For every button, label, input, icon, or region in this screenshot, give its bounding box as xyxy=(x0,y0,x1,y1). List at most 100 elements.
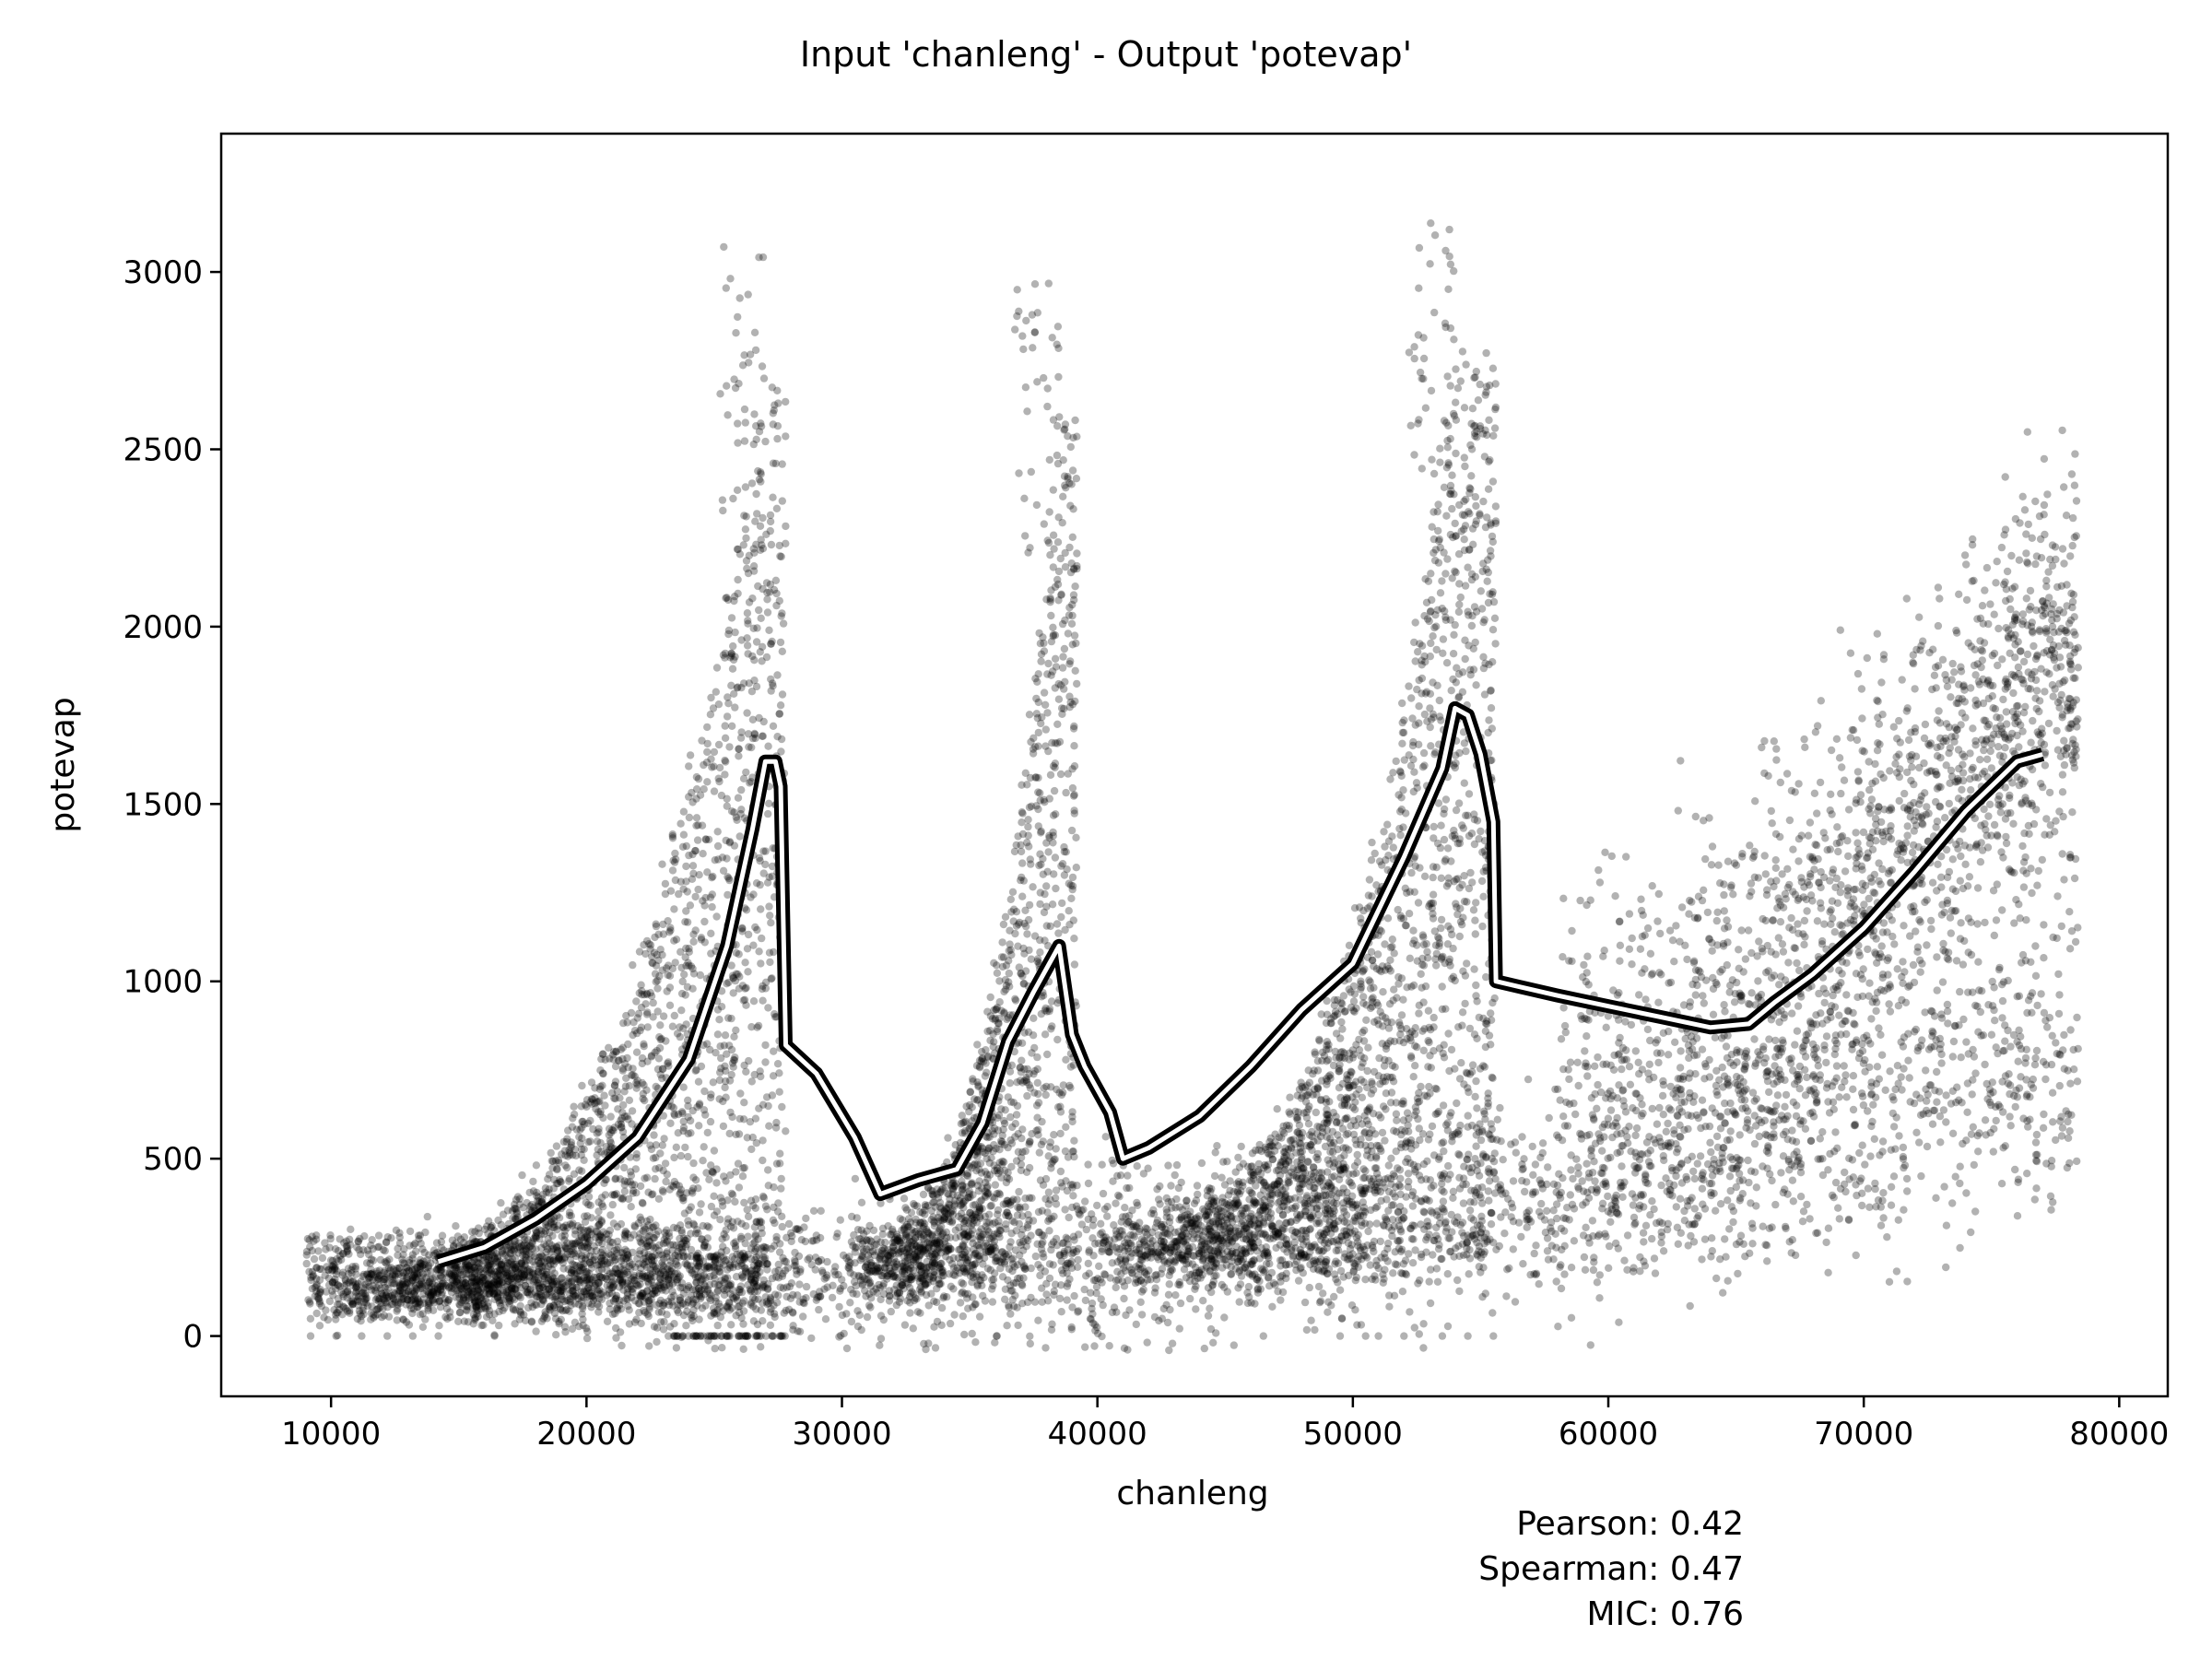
data-point xyxy=(1036,888,1045,897)
data-point xyxy=(1399,1097,1407,1105)
data-point xyxy=(782,397,790,406)
data-point xyxy=(1030,1088,1039,1097)
data-point xyxy=(747,777,755,786)
data-point xyxy=(462,1265,470,1273)
data-point xyxy=(712,1049,720,1057)
data-point xyxy=(749,567,759,575)
data-point xyxy=(751,1195,760,1204)
data-point xyxy=(773,671,782,679)
data-point xyxy=(584,1200,593,1209)
data-point xyxy=(724,629,733,639)
data-point xyxy=(1018,892,1027,900)
data-point xyxy=(994,1206,1003,1215)
data-point xyxy=(320,1313,328,1322)
data-point xyxy=(717,791,726,800)
data-point xyxy=(537,1197,546,1206)
data-point xyxy=(689,1173,698,1182)
data-point xyxy=(734,575,742,584)
data-point xyxy=(617,1116,625,1124)
data-point xyxy=(759,513,767,523)
data-point xyxy=(732,948,740,958)
data-point xyxy=(312,1309,321,1318)
data-point xyxy=(627,1168,635,1176)
data-point xyxy=(642,936,652,946)
data-point xyxy=(497,1276,505,1285)
data-point xyxy=(1045,455,1054,465)
data-point xyxy=(1491,640,1500,648)
data-point xyxy=(778,1102,786,1112)
data-point xyxy=(703,1128,712,1137)
data-point xyxy=(1058,619,1067,629)
data-point xyxy=(495,1282,503,1291)
data-point xyxy=(649,1154,658,1162)
data-point xyxy=(714,774,723,782)
data-point xyxy=(1015,963,1024,971)
data-point xyxy=(1430,556,1440,565)
data-point xyxy=(1410,1111,1419,1120)
data-point xyxy=(1053,1035,1062,1044)
data-point xyxy=(729,973,737,982)
data-point xyxy=(1067,619,1077,628)
data-point xyxy=(712,1165,721,1173)
data-point xyxy=(416,1311,425,1319)
data-point xyxy=(535,1289,543,1299)
data-point xyxy=(730,593,739,601)
data-point xyxy=(697,1235,706,1243)
data-point xyxy=(708,763,716,771)
data-point xyxy=(594,1198,603,1206)
data-point xyxy=(1473,817,1482,825)
data-point xyxy=(688,1187,696,1195)
data-point xyxy=(741,418,749,427)
data-point xyxy=(587,1247,595,1255)
data-point xyxy=(693,1253,702,1262)
data-point xyxy=(715,763,724,772)
data-point xyxy=(685,1206,693,1215)
data-point xyxy=(776,638,785,647)
data-point xyxy=(1070,791,1078,799)
data-point xyxy=(778,1222,786,1231)
data-point xyxy=(1470,965,1478,973)
data-point xyxy=(1472,517,1481,525)
data-point xyxy=(712,664,722,672)
data-point xyxy=(649,1190,657,1198)
data-point xyxy=(776,1149,784,1158)
data-point xyxy=(412,1275,420,1283)
data-point xyxy=(1452,365,1460,373)
data-point xyxy=(569,1282,577,1290)
data-point xyxy=(1006,946,1015,954)
data-point xyxy=(637,981,645,989)
data-point xyxy=(778,647,786,655)
data-point xyxy=(1062,1055,1070,1065)
data-point xyxy=(594,1108,603,1116)
data-point xyxy=(1040,688,1049,697)
data-point xyxy=(1030,328,1040,336)
data-point xyxy=(741,959,749,967)
data-point xyxy=(488,1257,496,1265)
data-point xyxy=(509,1304,517,1313)
data-point xyxy=(1039,870,1048,878)
data-point xyxy=(744,617,752,625)
data-point xyxy=(610,1081,619,1089)
data-point xyxy=(1420,872,1430,880)
data-point xyxy=(763,588,771,597)
data-point xyxy=(534,1193,543,1202)
data-point xyxy=(748,734,758,743)
data-point xyxy=(768,637,776,646)
data-point xyxy=(426,1293,434,1301)
data-point xyxy=(734,419,742,428)
data-point xyxy=(763,608,772,617)
data-point xyxy=(753,1271,762,1280)
data-point xyxy=(1043,709,1052,717)
data-point xyxy=(565,1208,574,1217)
data-point xyxy=(552,1142,561,1150)
data-point xyxy=(746,1118,755,1126)
data-point xyxy=(643,1008,652,1017)
data-point xyxy=(721,653,729,662)
data-point xyxy=(1065,692,1074,700)
data-point xyxy=(642,1010,652,1018)
data-point xyxy=(656,946,665,954)
scatter-points xyxy=(302,219,2082,1355)
data-point xyxy=(709,1168,717,1176)
data-point xyxy=(653,1065,663,1074)
data-point xyxy=(1412,779,1421,787)
